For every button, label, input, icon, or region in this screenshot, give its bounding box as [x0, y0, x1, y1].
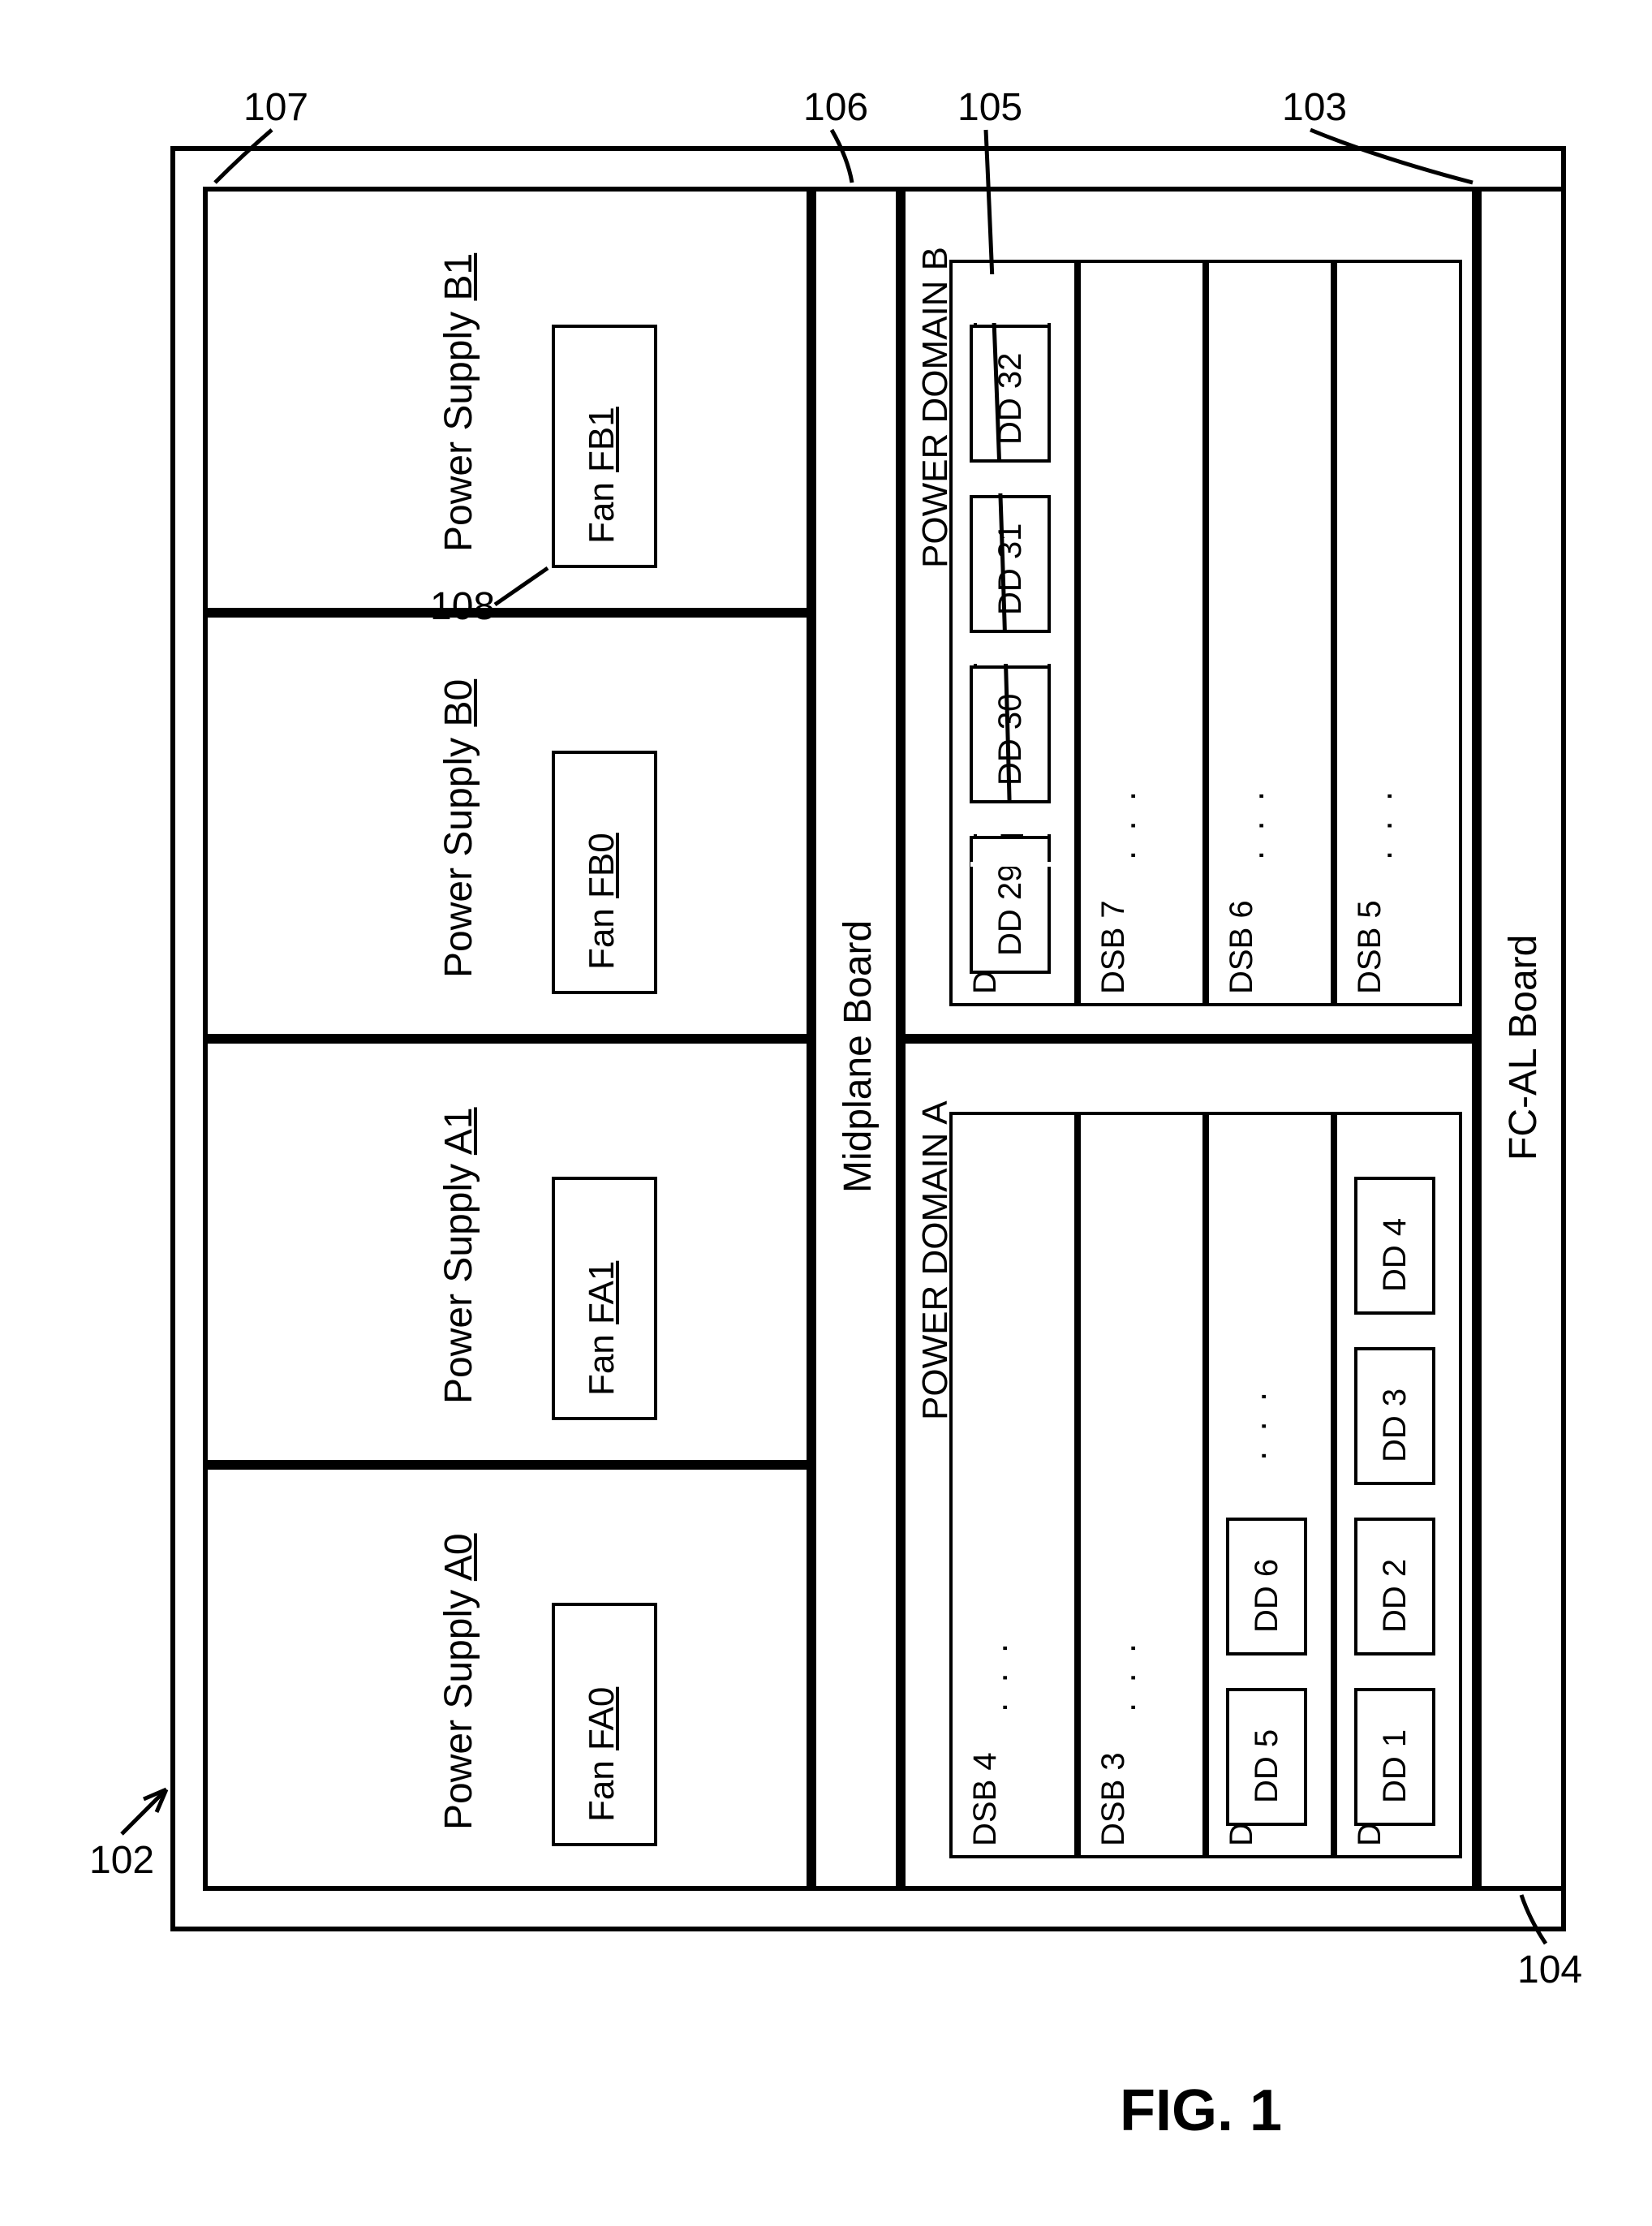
- dd-4-label: DD 4: [1377, 1218, 1413, 1292]
- dd-30-label: DD 30: [992, 694, 1029, 786]
- dd-3-label: DD 3: [1377, 1389, 1413, 1462]
- dsb-5-label: DSB 5: [1352, 900, 1388, 994]
- callout-104: 104: [1517, 1948, 1582, 1992]
- dd-2-label: DD 2: [1377, 1559, 1413, 1633]
- ps-a0-label: Power Supply A0: [437, 1533, 481, 1830]
- dd-6-label: DD 6: [1249, 1559, 1285, 1633]
- callout-105: 105: [957, 85, 1022, 130]
- fan-fb1-label: Fan FB1: [582, 407, 622, 544]
- dsb-6-box: [1206, 260, 1334, 1006]
- page: FIG. 1 Power Supply B1 Power Supply B0 P…: [0, 0, 1652, 2226]
- fan-fa0-label: Fan FA0: [582, 1687, 622, 1822]
- dsb-3-ellipsis: . . .: [1103, 1638, 1144, 1712]
- power-supply-b0-box: [203, 613, 811, 1039]
- dsb-7-ellipsis: . . .: [1103, 786, 1144, 860]
- dsb-7-box: [1078, 260, 1206, 1006]
- ps-b1-label: Power Supply B1: [437, 253, 481, 552]
- dsb-4-ellipsis: . . .: [975, 1638, 1016, 1712]
- dsb-5-ellipsis: . . .: [1360, 786, 1400, 860]
- dsb-5-box: [1334, 260, 1462, 1006]
- power-supply-a0-box: [203, 1465, 811, 1891]
- ps-b0-label: Power Supply B0: [437, 679, 481, 978]
- dsb-4-box: [949, 1112, 1078, 1858]
- callout-107: 107: [243, 85, 308, 130]
- dsb-6-label: DSB 6: [1224, 900, 1260, 994]
- dd-31-label: DD 31: [992, 523, 1029, 615]
- fan-fa1-label: Fan FA1: [582, 1261, 622, 1396]
- dd-29-label: DD 29: [992, 864, 1029, 956]
- fcal-board-label: FC-AL Board: [1501, 935, 1546, 1160]
- dsb-7-label: DSB 7: [1095, 900, 1132, 994]
- power-supply-a1-box: [203, 1039, 811, 1465]
- dd-5-label: DD 5: [1249, 1729, 1285, 1803]
- callout-103: 103: [1282, 85, 1347, 130]
- dsb-3-box: [1078, 1112, 1206, 1858]
- dd-1-label: DD 1: [1377, 1729, 1413, 1803]
- ps-a1-label: Power Supply A1: [437, 1107, 481, 1404]
- power-supply-b1-box: [203, 187, 811, 613]
- callout-102: 102: [89, 1838, 154, 1883]
- dd-32-label: DD 32: [992, 353, 1029, 445]
- dsb-4-label: DSB 4: [967, 1752, 1004, 1846]
- dsb-2-ellipsis: . . .: [1234, 1387, 1275, 1461]
- figure-label: FIG. 1: [1120, 2077, 1282, 2144]
- fan-fb0-label: Fan FB0: [582, 833, 622, 970]
- callout-108: 108: [430, 584, 495, 629]
- dsb-6-ellipsis: . . .: [1232, 786, 1272, 860]
- dsb-3-label: DSB 3: [1095, 1752, 1132, 1846]
- midplane-board-label: Midplane Board: [836, 920, 880, 1193]
- callout-106: 106: [803, 85, 868, 130]
